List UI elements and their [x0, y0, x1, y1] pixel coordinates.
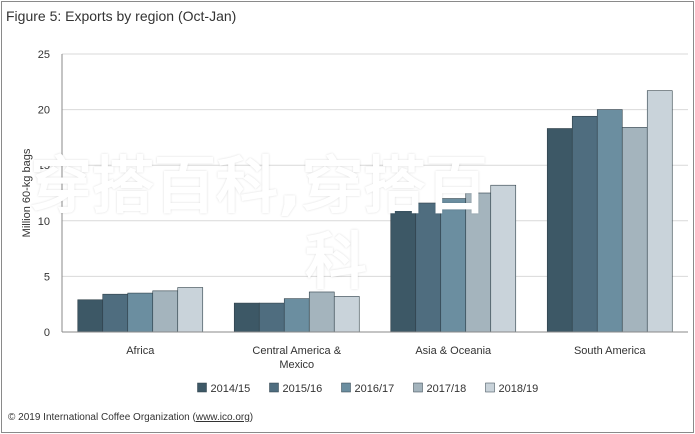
legend-label: 2015/16 — [283, 383, 323, 395]
x-tick-label: Central America & Mexico — [252, 345, 341, 371]
bar — [571, 115, 598, 333]
x-tick-label: South America — [574, 345, 646, 357]
source-suffix: ) — [249, 412, 254, 423]
bar — [77, 299, 104, 333]
axes: 0 5 10 15 20 25 Million 60-kg bags Africa Centra… — [21, 49, 688, 371]
bar — [233, 302, 260, 333]
bar — [177, 287, 204, 333]
bar — [258, 302, 285, 333]
legend-label: 2016/17 — [355, 383, 395, 395]
bar — [390, 207, 417, 333]
y-tick-label: 0 — [44, 327, 50, 339]
chart-title: Figure 5: Exports by region (Oct-Jan) — [6, 8, 237, 24]
y-tick-label: 20 — [38, 105, 50, 117]
bar — [152, 290, 179, 333]
legend-label: 2014/15 — [211, 383, 251, 395]
legend-swatch — [413, 382, 423, 393]
x-tick-label: Asia & Oceania — [415, 345, 492, 357]
bar — [596, 109, 623, 333]
legend-label: 2018/19 — [499, 383, 539, 395]
bar — [465, 192, 492, 333]
bar — [283, 298, 310, 333]
bar — [621, 127, 648, 333]
x-tick-label-line: Africa — [126, 345, 155, 357]
legend-swatch — [485, 382, 495, 393]
legend-swatch — [197, 382, 207, 393]
x-tick-label-line: Mexico — [279, 359, 314, 371]
y-tick-label: 25 — [38, 49, 50, 61]
x-tick-label-line: Central America & — [252, 345, 341, 357]
source-credit: © 2019 International Coffee Organization… — [8, 412, 253, 423]
bar — [127, 292, 154, 333]
legend-label: 2017/18 — [427, 383, 467, 395]
bar — [490, 184, 517, 333]
y-tick-label: 5 — [44, 271, 50, 283]
bar — [440, 198, 467, 333]
source-prefix: © 2019 International Coffee Organization… — [8, 412, 196, 423]
y-tick-label: 10 — [38, 216, 50, 228]
x-tick-label: Africa — [126, 345, 155, 357]
legend: 2014/15 2015/16 2016/17 2017/18 2018/19 — [197, 382, 539, 395]
legend-swatch — [269, 382, 279, 393]
x-tick-label-line: Asia & Oceania — [415, 345, 492, 357]
x-tick-label-line: South America — [574, 345, 646, 357]
bars — [77, 90, 673, 333]
y-tick-label: 15 — [38, 160, 50, 172]
bar — [646, 90, 673, 333]
bar — [102, 293, 129, 333]
source-link[interactable]: www.ico.org — [195, 412, 250, 423]
bar — [333, 296, 360, 333]
legend-swatch — [341, 382, 351, 393]
bar — [415, 202, 442, 333]
y-axis-title: Million 60-kg bags — [21, 148, 33, 237]
bar — [546, 128, 573, 333]
bar — [308, 291, 335, 333]
